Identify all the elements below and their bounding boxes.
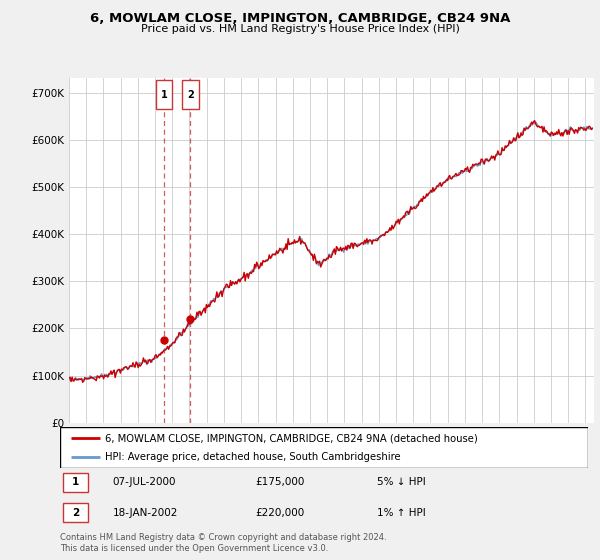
Bar: [62, 503, 88, 522]
Text: 1% ↑ HPI: 1% ↑ HPI: [377, 508, 425, 518]
Text: £175,000: £175,000: [256, 477, 305, 487]
Text: 6, MOWLAM CLOSE, IMPINGTON, CAMBRIDGE, CB24 9NA (detached house): 6, MOWLAM CLOSE, IMPINGTON, CAMBRIDGE, C…: [105, 433, 478, 443]
Text: HPI: Average price, detached house, South Cambridgeshire: HPI: Average price, detached house, Sout…: [105, 452, 401, 461]
Bar: [62, 473, 88, 492]
Text: 6, MOWLAM CLOSE, IMPINGTON, CAMBRIDGE, CB24 9NA: 6, MOWLAM CLOSE, IMPINGTON, CAMBRIDGE, C…: [90, 12, 510, 25]
Text: 18-JAN-2002: 18-JAN-2002: [113, 508, 178, 518]
Text: 1: 1: [161, 90, 167, 100]
Text: Contains HM Land Registry data © Crown copyright and database right 2024.
This d: Contains HM Land Registry data © Crown c…: [60, 533, 386, 553]
Text: 1: 1: [71, 477, 79, 487]
Text: 5% ↓ HPI: 5% ↓ HPI: [377, 477, 425, 487]
Text: Price paid vs. HM Land Registry's House Price Index (HPI): Price paid vs. HM Land Registry's House …: [140, 24, 460, 34]
Text: 2: 2: [187, 90, 194, 100]
Text: £220,000: £220,000: [256, 508, 305, 518]
FancyBboxPatch shape: [182, 80, 199, 109]
Text: 2: 2: [71, 508, 79, 518]
FancyBboxPatch shape: [155, 80, 172, 109]
Text: 07-JUL-2000: 07-JUL-2000: [113, 477, 176, 487]
